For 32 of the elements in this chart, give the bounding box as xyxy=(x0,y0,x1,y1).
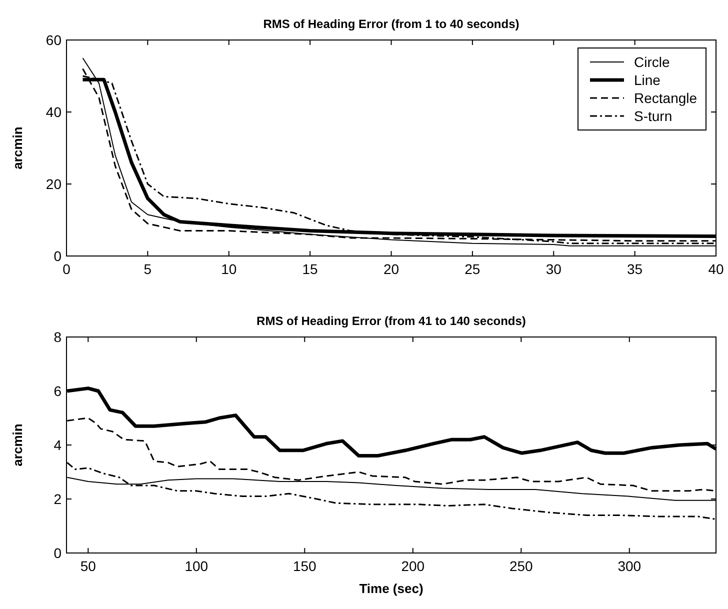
x-tick-label: 150 xyxy=(292,558,317,574)
y-axis-title: arcmin xyxy=(10,424,25,466)
x-tick-label: 5 xyxy=(144,261,152,277)
y-tick-label: 60 xyxy=(46,32,62,48)
x-tick-label: 20 xyxy=(383,261,400,277)
x-tick-label: 100 xyxy=(184,558,208,574)
y-axis-title: arcmin xyxy=(10,126,25,170)
legend-label: Line xyxy=(634,72,661,88)
y-tick-label: 40 xyxy=(46,104,62,120)
chart-title: RMS of Heading Error (from 41 to 140 seconds) xyxy=(256,314,526,328)
y-tick-label: 0 xyxy=(54,545,62,561)
legend-label: S-turn xyxy=(634,108,672,124)
y-tick-label: 6 xyxy=(54,383,62,399)
y-tick-label: 2 xyxy=(54,491,62,507)
x-tick-label: 35 xyxy=(627,261,643,277)
x-tick-label: 15 xyxy=(302,261,318,277)
x-tick-label: 30 xyxy=(546,261,562,277)
y-tick-label: 4 xyxy=(54,437,62,453)
x-axis-title: Time (sec) xyxy=(359,581,424,596)
legend-label: Circle xyxy=(634,54,670,70)
y-tick-label: 8 xyxy=(54,329,62,345)
y-tick-label: 20 xyxy=(46,176,62,192)
legend-label: Rectangle xyxy=(634,90,698,106)
x-tick-label: 50 xyxy=(80,558,96,574)
chart-title: RMS of Heading Error (from 1 to 40 seconds) xyxy=(263,17,520,31)
x-tick-label: 200 xyxy=(401,558,425,574)
x-tick-label: 300 xyxy=(618,558,642,574)
x-tick-label: 40 xyxy=(708,261,724,277)
x-tick-label: 10 xyxy=(221,261,237,277)
y-tick-label: 0 xyxy=(54,248,62,264)
x-tick-label: 25 xyxy=(464,261,480,277)
x-tick-label: 250 xyxy=(509,558,534,574)
